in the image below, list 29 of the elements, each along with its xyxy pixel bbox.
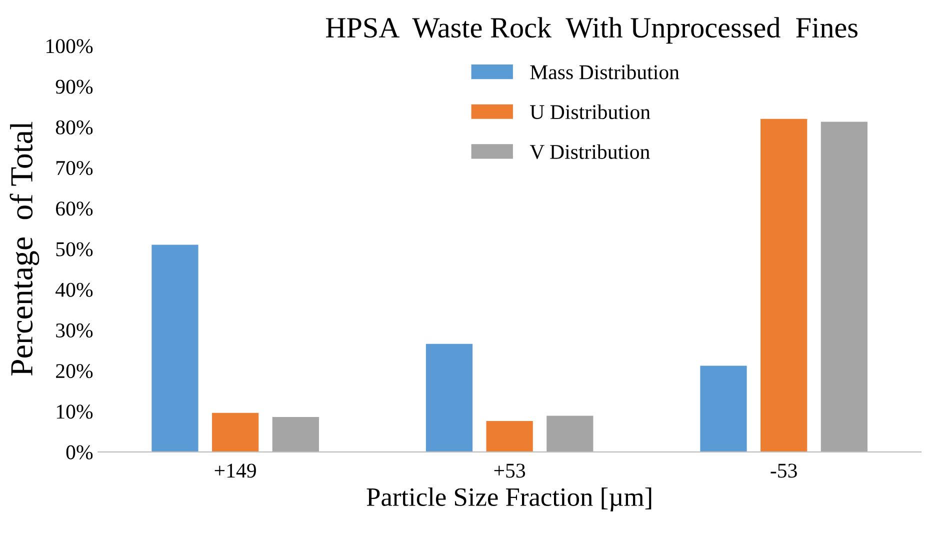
y-tick-label: 40% [56, 282, 93, 297]
chart-title: HPSA Waste Rock With Unprocessed Fines [326, 17, 858, 44]
y-tick-label: 30% [56, 323, 93, 338]
bar [212, 412, 259, 452]
bar [820, 122, 868, 452]
x-tick-label: +53 [494, 464, 526, 478]
y-tick-label: 20% [56, 364, 93, 378]
y-tick-label: 60% [56, 202, 93, 216]
y-tick-label: 100% [46, 39, 93, 54]
bar [760, 118, 808, 452]
bar [486, 421, 533, 452]
legend-label: V Distribution [530, 144, 650, 160]
y-tick-label: 80% [56, 120, 93, 134]
x-tick-label: +149 [214, 464, 256, 478]
bar [272, 416, 319, 452]
bar [426, 344, 473, 452]
legend-label: Mass Distribution [530, 64, 680, 80]
y-tick-label: 90% [56, 80, 93, 94]
x-axis-title: Particle Size Fraction [µm] [366, 487, 652, 512]
x-tick-label: -53 [770, 464, 797, 478]
bar [152, 244, 198, 452]
y-tick-label: 0% [66, 445, 93, 460]
bar [700, 366, 747, 452]
y-tick-label: 50% [56, 242, 93, 256]
y-tick-label: 70% [56, 160, 93, 176]
bar [546, 416, 594, 452]
y-axis-title: Percentage of Total [10, 122, 40, 376]
y-tick-label: 10% [56, 404, 93, 419]
legend-label: U Distribution [530, 104, 650, 120]
